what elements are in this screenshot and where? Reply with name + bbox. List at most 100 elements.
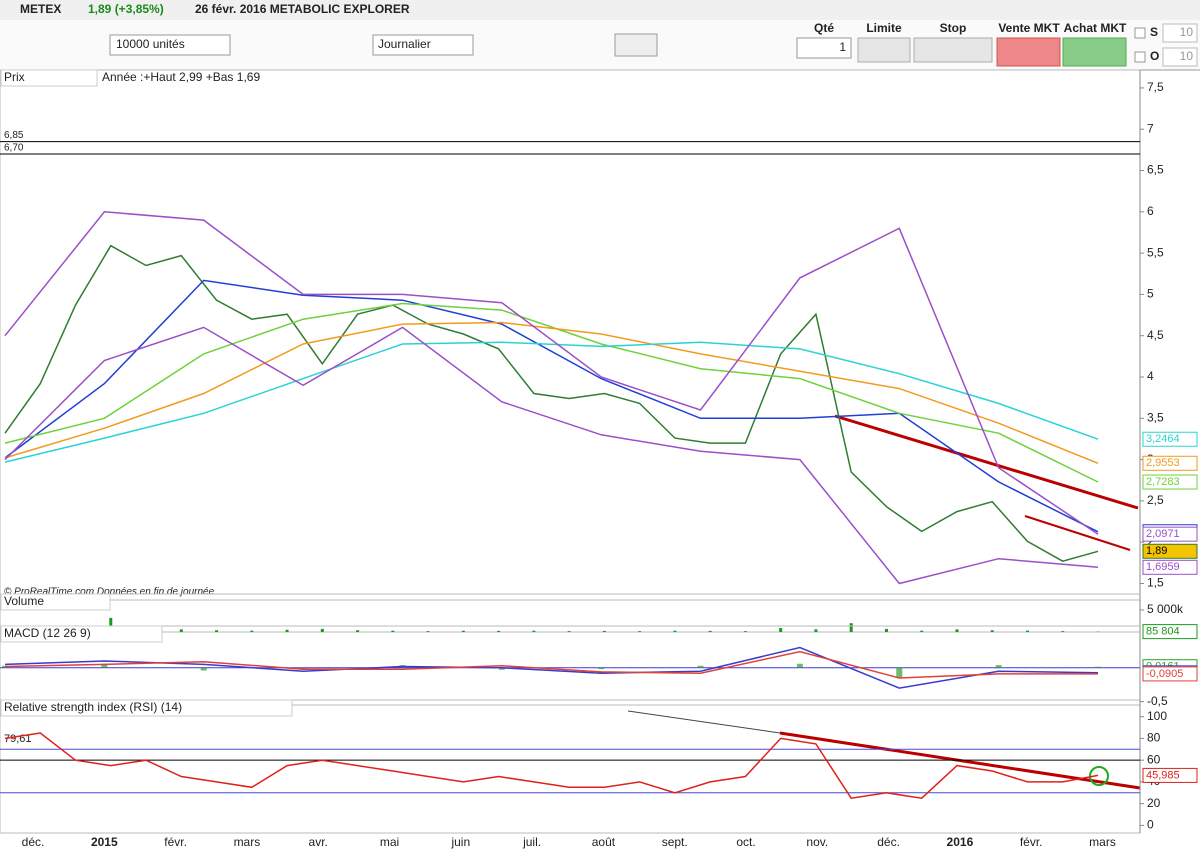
volume-bar [673,631,676,632]
y-tick-label: 60 [1147,752,1161,766]
series-line [5,304,1098,483]
histogram-bar [896,668,902,678]
series-line [5,652,1098,678]
panel-frame [0,626,1140,705]
limit-label: Limite [866,21,902,35]
description: 26 févr. 2016 METABOLIC EXPLORER [195,2,410,16]
volume-bar [603,631,606,632]
histogram-bar [1095,667,1101,668]
x-tick-label: déc. [877,835,900,849]
volume-bar [885,629,888,632]
y-tick-label: 4,5 [1147,328,1164,342]
volume-bar [991,630,994,632]
x-tick-label: juil. [522,835,541,849]
volume-bar [920,631,923,632]
y-tick-label: 7,5 [1147,80,1164,94]
quote: 1,89 (+3,85%) [88,2,164,16]
panel-frame [0,700,1140,833]
histogram-bar [598,668,604,669]
stop-button[interactable] [914,38,992,62]
symbol: METEX [20,2,61,16]
panel-title: MACD (12 26 9) [4,626,91,640]
s-checkbox[interactable] [1135,28,1145,38]
qty-label: Qté [814,21,834,35]
volume-bar [286,630,289,632]
chart-type-button[interactable] [615,34,657,56]
series-line [5,246,1098,562]
series-line [5,327,1098,583]
volume-bar [955,629,958,632]
panel-title: Relative strength index (RSI) (14) [4,700,182,714]
histogram-bar [996,665,1002,668]
histogram-bar [698,666,704,668]
end-label: 2,0971 [1146,528,1180,540]
panel-subtitle: Année :+Haut 2,99 +Bas 1,69 [102,70,260,84]
panel-frame [0,70,1140,600]
y-tick-label: 20 [1147,796,1161,810]
volume-bar [744,631,747,632]
y-tick-label: 3,5 [1147,410,1164,424]
panel-title: Volume [4,594,44,608]
o-value: 10 [1180,49,1194,63]
volume-bar [462,631,465,632]
volume-bar [532,631,535,632]
x-tick-label: juin [450,835,470,849]
end-label: -0,0905 [1146,668,1183,680]
y-tick-label: 7 [1147,121,1154,135]
y-tick-label: 80 [1147,731,1161,745]
end-label: 45,985 [1146,769,1180,781]
trendline [628,711,780,733]
period-select-text: Journalier [378,37,431,51]
volume-bar [427,631,430,632]
end-label: 1,6959 [1146,561,1180,573]
quantity-select-text: 10000 unités [116,37,185,51]
end-label: 85 804 [1146,626,1180,638]
volume-bar [497,631,500,632]
histogram-bar [797,664,803,668]
o-label: O [1150,49,1159,63]
o-checkbox[interactable] [1135,52,1145,62]
end-label: 2,9553 [1146,457,1180,469]
volume-bar [180,629,183,632]
volume-bar [321,629,324,632]
volume-bar [814,629,817,632]
histogram-bar [201,668,207,671]
y-tick-label: 6 [1147,204,1154,218]
series-line [5,733,1098,798]
x-tick-label: avr. [309,835,328,849]
panel-title: Prix [4,70,25,84]
trendline [835,416,1138,508]
x-tick-label: févr. [164,835,187,849]
level-label: 6,85 [4,130,24,141]
x-tick-label: 2015 [91,835,118,849]
sell-button[interactable] [997,38,1060,66]
x-tick-label: oct. [736,835,755,849]
buy-button[interactable] [1063,38,1126,66]
x-tick-label: sept. [662,835,688,849]
volume-bar [850,623,853,632]
y-tick-label: -0,5 [1147,694,1168,708]
y-tick-label: 1,5 [1147,576,1164,590]
volume-bar [1026,631,1029,632]
x-tick-label: nov. [806,835,828,849]
series-line [5,342,1098,462]
x-tick-label: mai [380,835,399,849]
buy-label: Achat MKT [1064,21,1127,35]
title-bar [0,0,1200,20]
volume-bar [568,631,571,632]
volume-bar [638,631,641,632]
sell-label: Vente MKT [998,21,1060,35]
x-tick-label: déc. [22,835,45,849]
volume-bar [215,630,218,632]
volume-bar [391,631,394,632]
volume-bar [779,628,782,632]
limit-button[interactable] [858,38,910,62]
end-label: 3,2464 [1146,433,1180,445]
y-tick-label: 5,5 [1147,245,1164,259]
volume-bar [709,631,712,632]
s-label: S [1150,25,1158,39]
y-tick-label: 5 [1147,287,1154,301]
level-label: 6,70 [4,143,24,154]
